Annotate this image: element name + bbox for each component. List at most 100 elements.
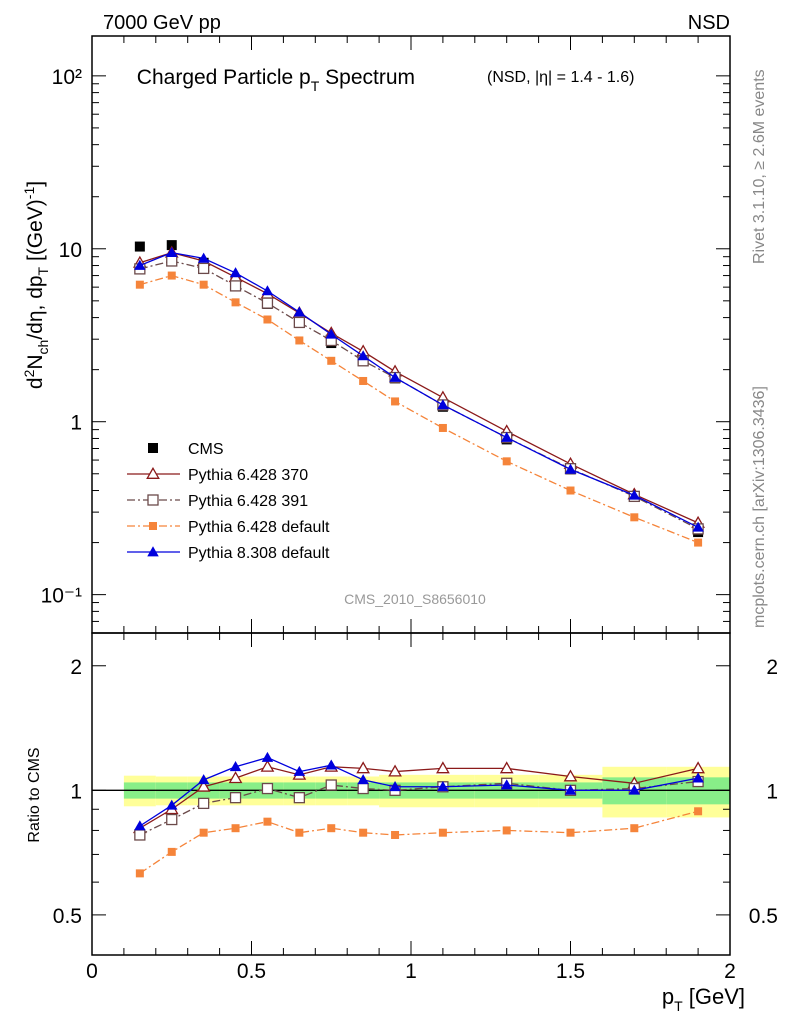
- ratio-y-tick-label: 0.5: [53, 905, 82, 928]
- main-point-pythia-8-308-default: [500, 431, 513, 442]
- ratio-point-pythia-6-428-default: [438, 828, 447, 837]
- main-point-pythia-8-308-default: [389, 371, 401, 382]
- main-point-cms: [134, 241, 145, 252]
- main-point-pythia-6-428-default: [263, 315, 272, 324]
- main-point-pythia-8-308-default: [229, 267, 242, 278]
- plot-title: Charged Particle pT Spectrum: [137, 66, 415, 94]
- ratio-point-pythia-6-428-default: [630, 824, 639, 833]
- main-point-pythia-8-308-default: [293, 306, 306, 317]
- x-tick-label: 0.5: [237, 960, 266, 983]
- legend-entry: Pythia 6.428 370: [127, 466, 308, 484]
- ratio-line-pythia-6-428-default: [139, 810, 699, 874]
- ratio-point-pythia-6-428-default: [135, 869, 144, 878]
- legend-entry: CMS: [148, 441, 224, 458]
- legend-label: CMS: [188, 441, 224, 458]
- ratio-point-pythia-6-428-391: [261, 782, 274, 795]
- ratio-point-pythia-6-428-370: [436, 761, 450, 774]
- main-frame: [91, 35, 731, 634]
- main-point-pythia-8-308-default: [197, 252, 210, 263]
- mcplots-source: mcplots.cern.ch [arXiv:1306.3436]: [751, 386, 768, 628]
- main-point-pythia-6-428-default: [295, 336, 304, 345]
- legend-marker: [149, 522, 157, 530]
- main-point-pythia-6-428-default: [694, 538, 703, 547]
- ratio-point-pythia-6-428-391: [166, 813, 178, 826]
- main-point-pythia-6-428-391: [229, 280, 242, 292]
- ratio-point-pythia-8-308-default: [197, 774, 210, 785]
- main-point-pythia-6-428-default: [391, 397, 400, 406]
- ratio-point-pythia-6-428-391: [229, 792, 242, 804]
- legend-label: Pythia 8.308 default: [188, 545, 330, 562]
- ratio-point-pythia-6-428-default: [566, 828, 575, 837]
- ratio-point-pythia-6-428-default: [694, 807, 703, 816]
- ratio-point-pythia-6-428-default: [502, 826, 511, 835]
- legend-label: Pythia 6.428 default: [188, 519, 330, 536]
- ratio-point-pythia-6-428-default: [231, 824, 240, 833]
- ratio-point-pythia-8-308-default: [628, 784, 641, 795]
- analysis-id: CMS_2010_S8656010: [344, 591, 486, 607]
- main-point-pythia-6-428-default: [231, 298, 240, 307]
- plot-title-tag: (NSD, |η| = 1.4 - 1.6): [487, 69, 634, 86]
- ratio-point-pythia-8-308-default: [437, 781, 449, 792]
- main-point-pythia-6-428-391: [197, 262, 210, 275]
- legend-marker: [146, 466, 160, 479]
- main-line-pythia-6-428-default: [139, 274, 699, 544]
- legend-marker: [147, 494, 159, 506]
- y-axis-label: d2Nch/dη, dpT [(GeV)-1]: [21, 181, 51, 389]
- ratio-point-pythia-8-308-default: [261, 751, 274, 762]
- main-point-pythia-6-428-391: [166, 255, 178, 267]
- ratio-point-pythia-6-428-default: [199, 828, 208, 837]
- legend-marker: [147, 546, 159, 557]
- legend-label: Pythia 6.428 391: [188, 493, 308, 510]
- ratio-line-pythia-6-428-370: [139, 766, 699, 829]
- x-tick-label: 0: [86, 960, 98, 983]
- main-point-cms: [166, 240, 177, 251]
- rivet-info: Rivet 3.1.10, ≥ 2.6M events: [751, 69, 768, 264]
- legend-marker: [148, 443, 158, 453]
- ratio-point-pythia-6-428-391: [325, 779, 337, 791]
- main-point-pythia-6-428-391: [261, 297, 274, 309]
- ratio-point-pythia-6-428-370: [260, 759, 275, 772]
- ratio-point-pythia-6-428-default: [327, 824, 336, 833]
- ratio-y-tick-label-right: 2: [766, 656, 778, 679]
- ratio-line-pythia-8-308-default: [139, 756, 699, 827]
- ratio-point-pythia-6-428-370: [499, 761, 514, 774]
- legend-entry: Pythia 6.428 391: [127, 493, 308, 510]
- ratio-point-pythia-8-308-default: [500, 779, 513, 790]
- main-point-pythia-8-308-default: [325, 328, 337, 339]
- main-point-pythia-6-428-default: [566, 486, 575, 495]
- y-tick-label: 10: [59, 239, 82, 262]
- legend-label: Pythia 6.428 370: [188, 467, 308, 484]
- ratio-point-pythia-6-428-default: [295, 828, 304, 837]
- y-tick-label: 10⁻¹: [41, 585, 82, 608]
- ratio-point-pythia-6-428-391: [293, 792, 306, 804]
- main-point-pythia-8-308-default: [357, 350, 369, 361]
- main-point-pythia-6-428-default: [438, 423, 447, 432]
- ratio-point-pythia-8-308-default: [357, 774, 369, 785]
- ratio-panel: 0.5 0.5 1 1 2 2 0 0.5 1 1.5 2 Ratio to CMS pT [GeV…: [26, 632, 778, 1014]
- ratio-point-pythia-8-308-default: [325, 759, 337, 770]
- main-point-pythia-6-428-default: [327, 356, 336, 365]
- ratio-point-pythia-6-428-default: [391, 830, 400, 839]
- y-tick-label: 10²: [52, 66, 82, 89]
- ratio-point-pythia-6-428-391: [134, 829, 146, 841]
- legend: CMS Pythia 6.428 370 Pythia 6.428 391 Pythi…: [127, 441, 330, 562]
- x-tick-label: 1: [405, 960, 417, 983]
- ratio-point-pythia-6-428-370: [563, 769, 578, 782]
- ratio-point-pythia-6-428-370: [196, 779, 211, 792]
- ratio-y-tick-label: 1: [70, 780, 82, 803]
- energy-label: 7000 GeV pp: [103, 12, 221, 34]
- ratio-point-pythia-8-308-default: [134, 820, 146, 831]
- y-tick-label: 1: [70, 412, 82, 435]
- ratio-point-pythia-6-428-370: [228, 771, 243, 784]
- main-point-pythia-8-308-default: [564, 463, 577, 474]
- ratio-y-tick-label-right: 1: [766, 780, 778, 803]
- ratio-y-tick-label: 2: [70, 656, 82, 679]
- main-point-pythia-6-428-391: [293, 316, 306, 329]
- main-point-pythia-8-308-default: [166, 246, 178, 257]
- main-point-pythia-6-428-default: [167, 271, 176, 280]
- ratio-point-pythia-6-428-default: [263, 817, 272, 826]
- legend-entry: Pythia 6.428 default: [127, 519, 330, 536]
- process-label: NSD: [688, 12, 730, 34]
